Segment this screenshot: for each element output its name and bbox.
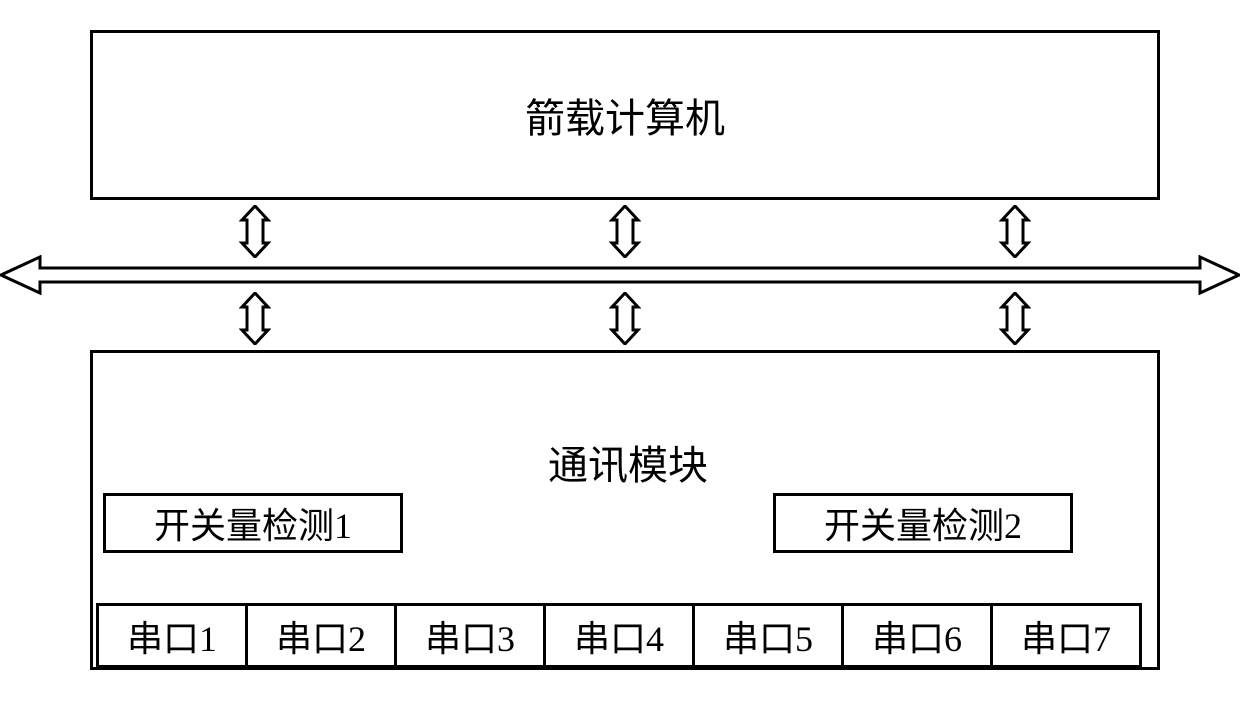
switch-detect-2: 开关量检测2 xyxy=(773,493,1073,553)
ports-row: 串口1串口2串口3串口4串口5串口6串口7 xyxy=(96,603,1142,668)
port-cell: 串口6 xyxy=(841,603,993,668)
port-cell: 串口7 xyxy=(990,603,1142,668)
port-cell: 串口2 xyxy=(245,603,397,668)
port-cell: 串口1 xyxy=(96,603,248,668)
v-arrow-icon xyxy=(999,205,1031,258)
bottom-box: 通讯模块 开关量检测1 开关量检测2 串口1串口2串口3串口4串口5串口6串口7 xyxy=(90,350,1160,670)
bottom-title: 通讯模块 xyxy=(93,433,1163,491)
v-arrow-icon xyxy=(609,292,641,345)
port-cell: 串口3 xyxy=(394,603,546,668)
v-arrow-icon xyxy=(609,205,641,258)
top-box-label: 箭载计算机 xyxy=(525,86,725,144)
diagram-container: 箭载计算机 通讯模块 开关量检测1 开关量检测2 串口1串口2串口3串口4串口5… xyxy=(0,0,1240,707)
top-box: 箭载计算机 xyxy=(90,30,1160,200)
port-cell: 串口5 xyxy=(692,603,844,668)
bus-arrow-icon xyxy=(0,254,1240,296)
port-cell: 串口4 xyxy=(543,603,695,668)
v-arrow-icon xyxy=(239,205,271,258)
v-arrow-icon xyxy=(999,292,1031,345)
switch-detect-1: 开关量检测1 xyxy=(103,493,403,553)
v-arrow-icon xyxy=(239,292,271,345)
